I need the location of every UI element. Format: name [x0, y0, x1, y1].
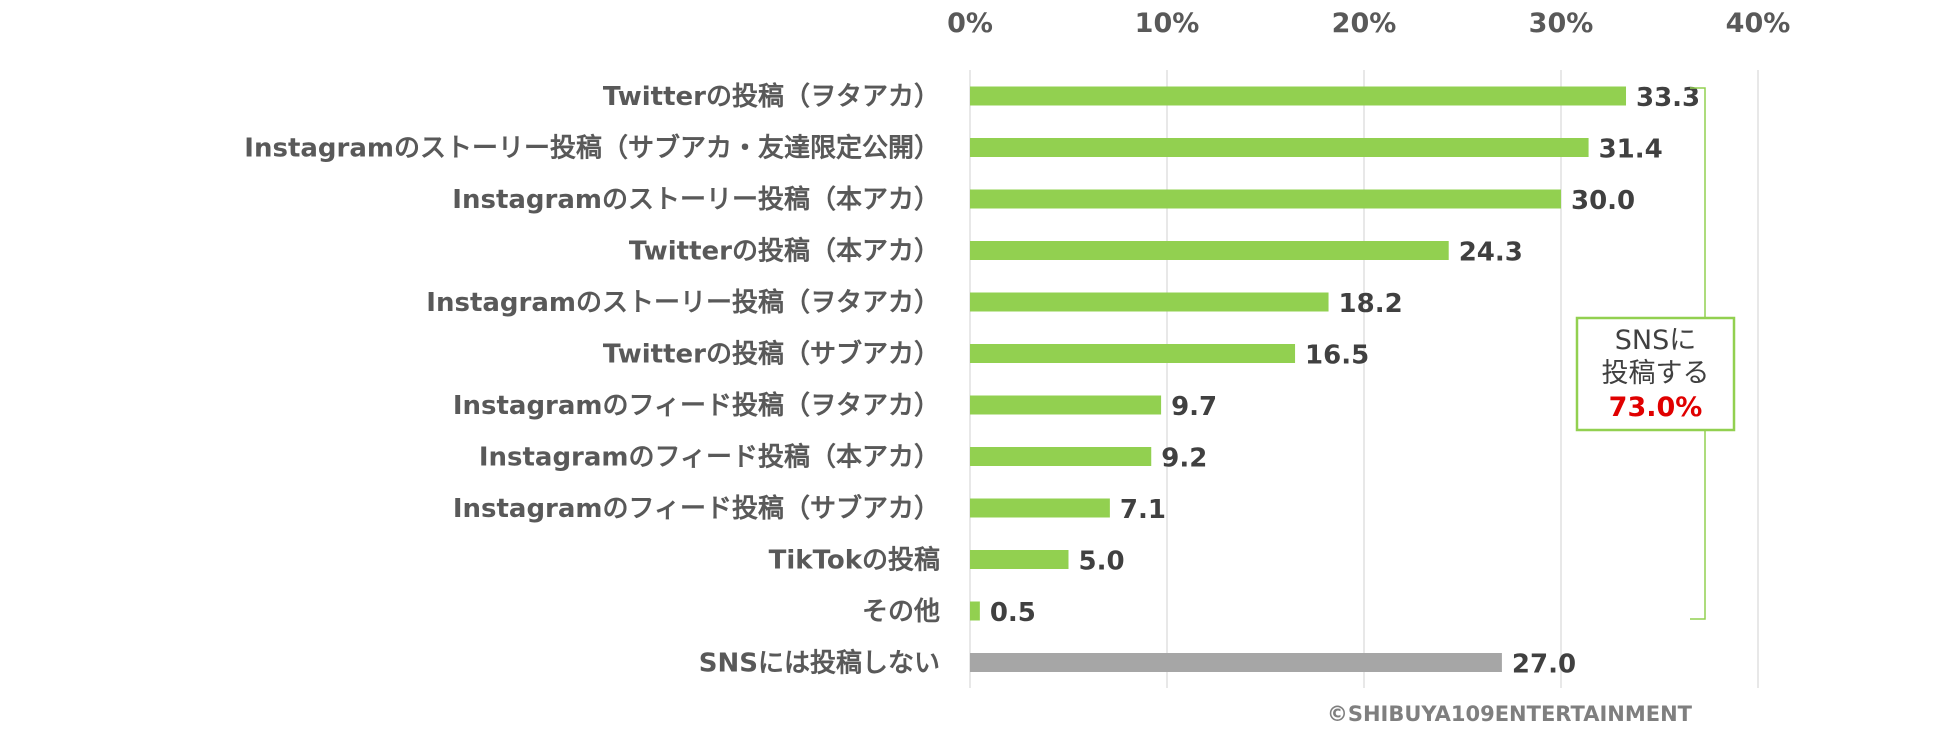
value-label: 24.3 — [1459, 238, 1523, 268]
x-tick-label: 40% — [1726, 8, 1791, 39]
value-label: 33.3 — [1636, 83, 1700, 113]
x-tick-label: 20% — [1332, 8, 1397, 39]
x-tick-label: 10% — [1135, 8, 1200, 39]
value-label: 0.5 — [990, 598, 1036, 628]
category-label: Instagramのフィード投稿（ヲタアカ） — [453, 390, 940, 421]
category-label: Instagramのストーリー投稿（本アカ） — [452, 184, 940, 215]
annotation-box — [1575, 316, 1736, 432]
category-label: SNSには投稿しない — [699, 648, 940, 679]
bar — [970, 138, 1589, 157]
category-label: Instagramのフィード投稿（サブアカ） — [453, 493, 940, 524]
value-label: 30.0 — [1571, 186, 1635, 216]
category-labels: Twitterの投稿（ヲタアカ） Instagramのストーリー投稿（サブアカ・友… — [244, 81, 940, 679]
category-label: Instagramのストーリー投稿（サブアカ・友達限定公開） — [244, 133, 940, 164]
copyright-text: ©SHIBUYA109ENTERTAINMENT — [1327, 702, 1693, 726]
bar — [970, 292, 1329, 312]
annotation-line-1: SNSに — [1615, 325, 1696, 356]
sns-annotation: SNSに 投稿する 73.0% — [1575, 87, 1736, 620]
value-label: 9.2 — [1161, 444, 1207, 474]
x-axis-ticks: 0% 10% 20% 30% 40% — [947, 8, 1790, 39]
value-label: 7.1 — [1120, 495, 1166, 525]
category-label: TikTokの投稿 — [769, 545, 940, 576]
bar — [970, 86, 1627, 106]
bar — [970, 601, 980, 621]
category-label: Instagramのストーリー投稿（ヲタアカ） — [426, 287, 940, 318]
value-label: 5.0 — [1079, 547, 1125, 577]
bar — [970, 241, 1449, 260]
value-label: 16.5 — [1305, 341, 1369, 371]
bars — [970, 86, 1627, 672]
annotation-percent: 73.0% — [1609, 392, 1703, 423]
value-label: 31.4 — [1599, 135, 1663, 165]
bar — [970, 395, 1162, 415]
value-label: 9.7 — [1171, 392, 1217, 422]
bar — [970, 447, 1152, 466]
x-tick-label: 30% — [1529, 8, 1594, 39]
bar — [970, 344, 1296, 363]
x-tick-label: 0% — [947, 8, 993, 39]
value-labels: 33.3 31.4 30.0 24.3 18.2 16.5 9.7 9.2 7.1 5.0 0.5 2… — [990, 83, 1700, 680]
gridlines — [969, 70, 1759, 688]
value-label: 18.2 — [1339, 289, 1403, 319]
category-label: Twitterの投稿（サブアカ） — [603, 339, 940, 370]
category-label: Twitterの投稿（本アカ） — [629, 236, 940, 267]
value-label: 27.0 — [1512, 650, 1576, 680]
bar — [970, 550, 1069, 569]
category-label: Twitterの投稿（ヲタアカ） — [603, 81, 940, 112]
bar — [970, 189, 1561, 209]
category-label: その他 — [862, 597, 940, 627]
bar — [970, 653, 1502, 672]
bar — [970, 498, 1110, 518]
category-label: Instagramのフィード投稿（本アカ） — [479, 442, 940, 473]
annotation-line-2: 投稿する — [1602, 358, 1710, 389]
